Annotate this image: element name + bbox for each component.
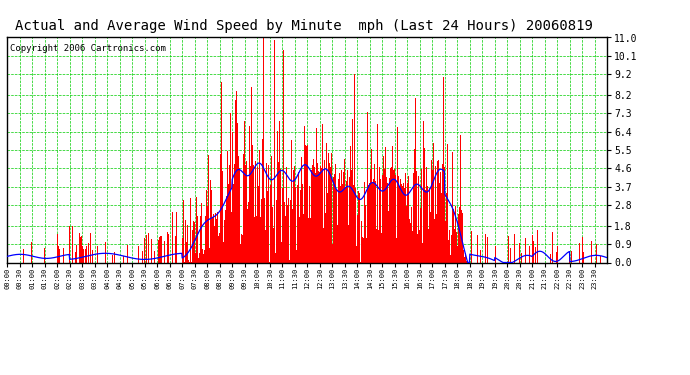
Text: Copyright 2006 Cartronics.com: Copyright 2006 Cartronics.com	[10, 44, 166, 53]
Text: Actual and Average Wind Speed by Minute  mph (Last 24 Hours) 20060819: Actual and Average Wind Speed by Minute …	[14, 19, 593, 33]
